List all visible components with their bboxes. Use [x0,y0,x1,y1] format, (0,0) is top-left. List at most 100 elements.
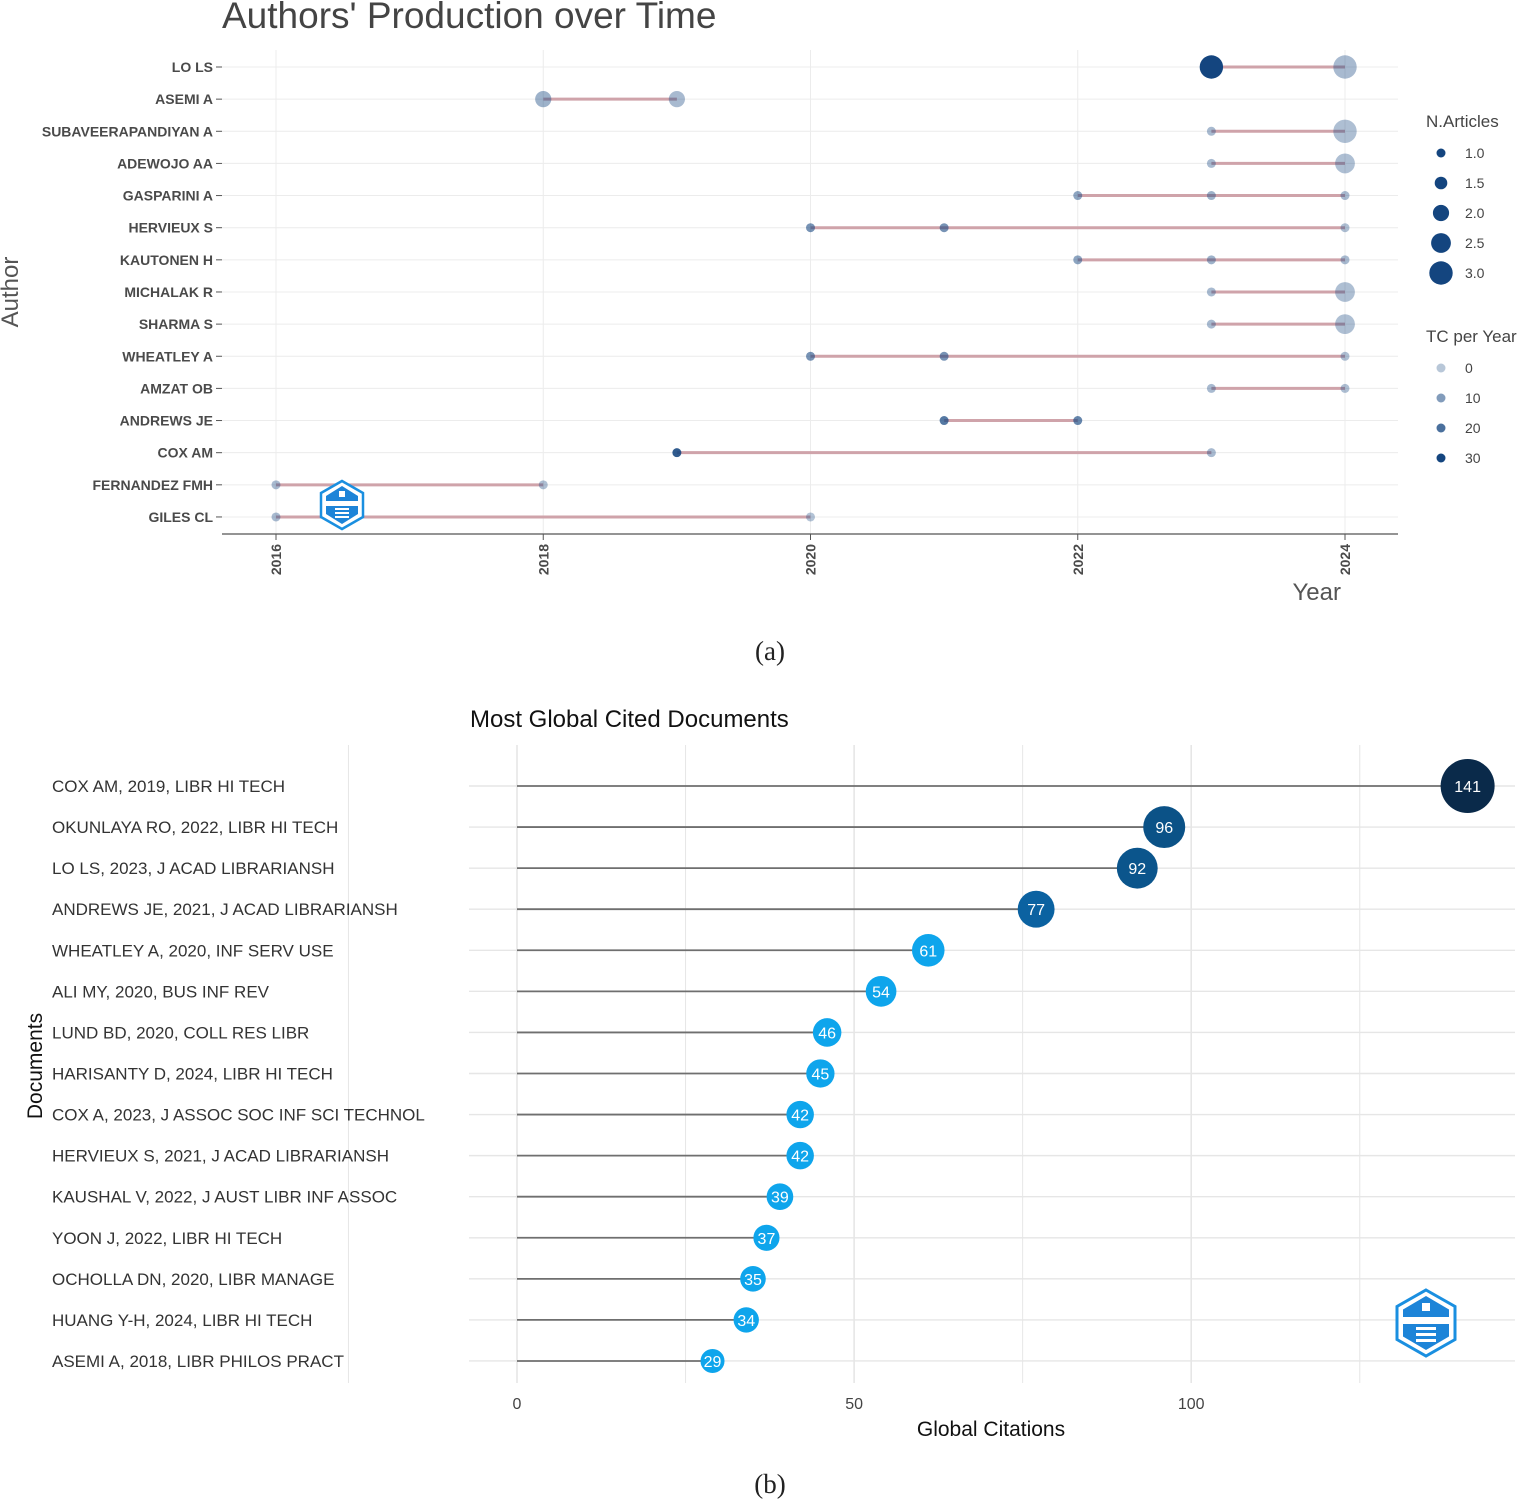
panel-b-stems [517,785,1468,1362]
a-author-label: LO LS [172,59,213,75]
b-dot [806,1059,835,1088]
b-document-label: ALI MY, 2020, BUS INF REV [52,982,270,1001]
b-value-label: 61 [919,943,937,960]
a-point [1206,287,1216,297]
a-point [939,416,949,426]
a-author-label: SHARMA S [139,316,213,332]
panel-b-gridlines [347,745,1515,1383]
legend-color-label: 30 [1465,450,1481,466]
b-value-label: 77 [1027,902,1045,919]
a-point [1206,158,1216,168]
a-point [672,448,682,458]
b-document-label: ANDREWS JE, 2021, J ACAD LIBRARIANSH [52,900,398,919]
b-document-label: KAUSHAL V, 2022, J AUST LIBR INF ASSOC [52,1188,397,1207]
b-value-label: 39 [771,1190,789,1207]
a-x-tick-label: 2022 [1070,544,1086,575]
a-author-label: KAUTONEN H [120,252,213,268]
a-point [1073,416,1083,426]
legend-color-label: 20 [1465,420,1481,436]
b-document-label: COX AM, 2019, LIBR HI TECH [52,777,285,796]
panel-a-segments [276,65,1345,519]
a-point [1206,191,1216,201]
a-author-label: WHEATLEY A [122,348,213,364]
panel-b-category-labels: COX AM, 2019, LIBR HI TECH OKUNLAYA RO, 2… [52,777,425,1371]
b-dot [1143,806,1186,849]
legend-n-articles-title: N.Articles [1426,112,1499,131]
legend-color-swatch [1436,453,1446,463]
a-point [1206,383,1216,393]
a-author-label: MICHALAK R [124,284,213,300]
legend-color-label: 10 [1465,390,1481,406]
legend-size-label: 1.5 [1465,175,1485,191]
b-value-label: 46 [818,1025,836,1042]
a-point [939,223,949,233]
a-author-label: ADEWOJO AA [117,155,213,171]
b-document-label: COX A, 2023, J ASSOC SOC INF SCI TECHNOL [52,1106,425,1125]
b-value-label: 54 [872,984,890,1001]
a-point [1333,119,1357,143]
b-value-label: 37 [758,1231,776,1248]
legend-tc-per-year: TC per Year 0 10 20 30 [1426,327,1517,466]
legend-n-articles: N.Articles 1.0 1.5 2.0 2.5 3.0 [1426,112,1499,285]
panel-a-points [271,55,1357,522]
legend-size-swatch [1434,176,1448,190]
legend-tc-per-year-title: TC per Year [1426,327,1517,346]
b-x-tick-label: 50 [845,1396,863,1413]
a-author-label: FERNANDEZ FMH [92,477,213,493]
a-author-label: AMZAT OB [140,380,213,396]
legend-color-swatch [1436,423,1446,433]
b-dot [812,1018,842,1047]
a-point [806,512,815,522]
b-dot [786,1141,814,1170]
a-point [1335,314,1355,335]
b-value-label: 42 [791,1149,809,1166]
b-value-label: 45 [811,1066,829,1083]
b-value-label: 141 [1454,779,1481,796]
a-point [1340,351,1350,361]
b-value-label: 92 [1128,861,1146,878]
legend-size-swatch [1432,204,1450,222]
a-point [271,512,281,522]
panel-a: Authors' Production over Time LO LS ASEMI… [0,0,1517,666]
panel-b-y-axis-title: Documents [24,1013,47,1119]
b-dot [766,1183,794,1211]
bibliometrix-logo-icon-b [1395,1288,1457,1358]
b-document-label: LO LS, 2023, J ACAD LIBRARIANSH [52,859,335,878]
panel-b-title: Most Global Cited Documents [470,706,789,733]
a-point [806,351,815,361]
b-dot [700,1348,725,1373]
a-point [1340,383,1350,393]
a-point [1206,319,1216,329]
a-author-label: HERVIEUX S [128,220,213,236]
legend-size-label: 2.0 [1465,205,1485,221]
a-author-label: SUBAVEERAPANDIYAN A [42,123,213,139]
b-dot [865,976,897,1007]
b-x-tick-label: 100 [1178,1396,1205,1413]
a-x-tick-label: 2020 [803,544,819,575]
a-author-label: GASPARINI A [123,188,213,204]
a-x-tick-label: 2024 [1337,544,1353,575]
a-point [1340,223,1350,233]
b-x-tick-label: 0 [513,1396,522,1413]
b-value-label: 29 [704,1354,722,1371]
a-point [1340,255,1350,265]
a-point [538,480,548,490]
legend-size-label: 3.0 [1465,265,1485,281]
a-point [1073,191,1083,201]
b-document-label: HERVIEUX S, 2021, J ACAD LIBRARIANSH [52,1147,389,1166]
panel-b-caption: (b) [754,1469,785,1499]
legend-size-swatch [1436,148,1446,158]
b-dot [786,1100,814,1129]
b-document-label: HARISANTY D, 2024, LIBR HI TECH [52,1064,333,1083]
a-point [535,91,552,108]
panel-b-dots: 141 96 92 77 61 54 46 45 42 42 39 37 35 34 29 [700,759,1495,1373]
a-point [271,480,281,490]
a-author-label: ASEMI A [155,91,213,107]
a-point [1340,191,1350,201]
legend-size-label: 1.0 [1465,145,1485,161]
b-document-label: YOON J, 2022, LIBR HI TECH [52,1229,282,1248]
panel-a-caption: (a) [755,636,785,666]
b-dot [1017,890,1055,928]
panel-a-y-axis: LO LS ASEMI A SUBAVEERAPANDIYAN A ADEWOJO A… [42,59,222,525]
